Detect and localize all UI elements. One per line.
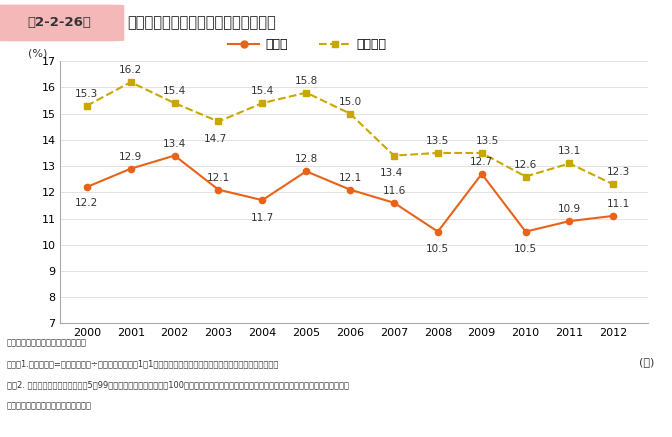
Text: 12.2: 12.2 — [75, 198, 98, 208]
Text: （注）1.「離職率」=「離職者数」÷「調査年における1月1日現在の常用雇用者数（パートタイム労働者を除く）」: （注）1.「離職率」=「離職者数」÷「調査年における1月1日現在の常用雇用者数（… — [7, 360, 279, 369]
Text: 資料：厚生労働省「雇用動向調査」: 資料：厚生労働省「雇用動向調査」 — [7, 339, 87, 348]
FancyBboxPatch shape — [0, 5, 124, 41]
Text: 10.5: 10.5 — [426, 244, 450, 254]
Text: 13.4: 13.4 — [163, 139, 186, 149]
Text: 12.8: 12.8 — [294, 154, 318, 164]
Text: 16.2: 16.2 — [119, 65, 142, 75]
Text: 10.5: 10.5 — [514, 244, 537, 254]
Legend: 大企業, 中小企業: 大企業, 中小企業 — [223, 33, 392, 56]
Text: 12.3: 12.3 — [607, 167, 630, 177]
Text: 10.9: 10.9 — [558, 204, 581, 214]
Text: 13.4: 13.4 — [380, 168, 403, 178]
Text: 11.7: 11.7 — [251, 213, 274, 222]
Text: 企業規模別常用雇用者の離職率の推移: 企業規模別常用雇用者の離職率の推移 — [128, 15, 276, 31]
Text: 12.6: 12.6 — [514, 160, 537, 170]
Text: 11.1: 11.1 — [607, 199, 630, 209]
Text: 15.0: 15.0 — [339, 97, 362, 107]
Text: (年): (年) — [639, 357, 655, 368]
Text: 13.1: 13.1 — [558, 146, 581, 156]
Text: 15.4: 15.4 — [163, 86, 186, 96]
Text: される離職率を示している。: される離職率を示している。 — [7, 402, 91, 411]
Text: 15.4: 15.4 — [251, 86, 274, 96]
Text: (%): (%) — [28, 49, 48, 59]
Text: 11.6: 11.6 — [382, 186, 406, 196]
Text: 14.7: 14.7 — [204, 134, 227, 144]
Text: 第2-2-26図: 第2-2-26図 — [27, 17, 91, 29]
Text: 15.3: 15.3 — [75, 89, 98, 99]
Text: 12.1: 12.1 — [339, 173, 362, 183]
Text: 2. 企業全体の常用雇用者数が5～99人である場合を中小企業、100人以上である場合を大企業とし、それぞれの企業に属する事業所から把握: 2. 企業全体の常用雇用者数が5～99人である場合を中小企業、100人以上である… — [7, 381, 349, 390]
Text: 12.7: 12.7 — [470, 157, 493, 167]
Text: 15.8: 15.8 — [294, 76, 318, 86]
Text: 12.9: 12.9 — [119, 152, 142, 162]
Text: 13.5: 13.5 — [476, 136, 499, 146]
Text: 12.1: 12.1 — [207, 173, 230, 183]
Text: 13.5: 13.5 — [426, 136, 450, 146]
